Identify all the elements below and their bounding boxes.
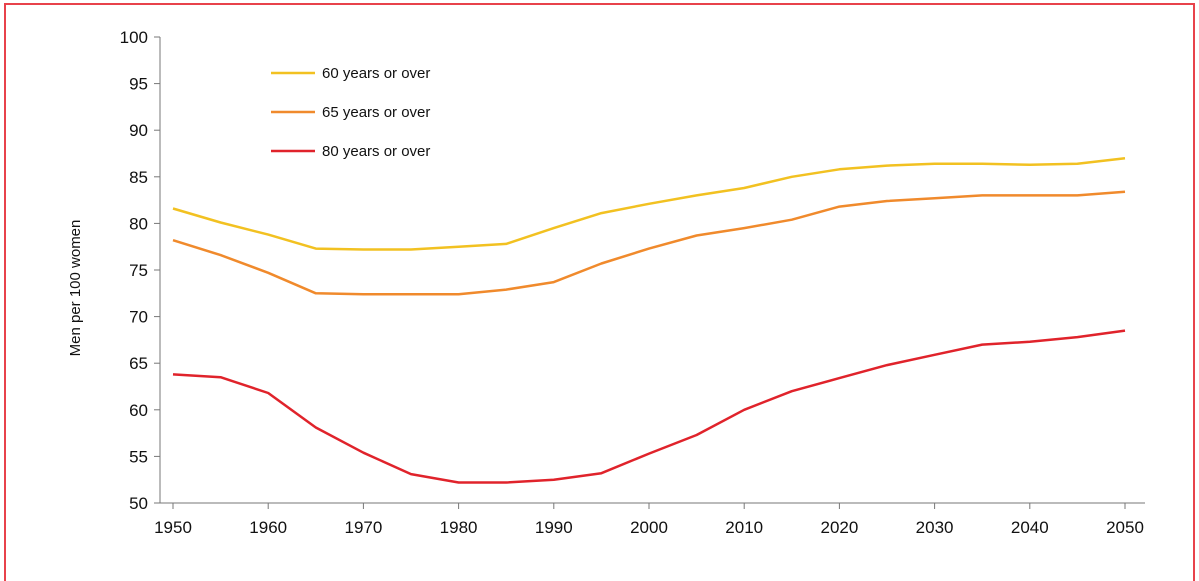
x-tick-label: 2030 [916, 518, 954, 537]
y-tick-group: 50 55 60 65 70 75 80 85 90 95 100 [120, 28, 160, 513]
y-axis-label: Men per 100 women [67, 220, 84, 357]
y-tick-label: 75 [129, 261, 148, 280]
x-tick-label: 1950 [154, 518, 192, 537]
y-tick-label: 95 [129, 75, 148, 94]
x-tick-label: 1990 [535, 518, 573, 537]
x-tick-label: 2020 [820, 518, 858, 537]
x-tick-label: 2010 [725, 518, 763, 537]
y-tick-label: 60 [129, 401, 148, 420]
y-tick-label: 65 [129, 354, 148, 373]
legend-label-2: 65 years or over [322, 104, 430, 121]
x-tick-label: 1970 [344, 518, 382, 537]
y-tick-label: 55 [129, 447, 148, 466]
x-tick-label: 2050 [1106, 518, 1144, 537]
y-tick-label: 80 [129, 214, 148, 233]
x-tick-label: 1960 [249, 518, 287, 537]
series-line-2 [172, 190, 1126, 296]
chart-frame [4, 3, 1195, 581]
legend-label-1: 60 years or over [322, 65, 430, 82]
y-tick-label: 85 [129, 168, 148, 187]
x-tick-label: 1980 [440, 518, 478, 537]
x-tick-group: 1950 1960 1970 1980 1990 2000 2010 2020 2030 2040… [154, 503, 1144, 537]
legend-label-3: 80 years or over [322, 143, 430, 160]
y-tick-label: 50 [129, 494, 148, 513]
legend: 60 years or over 65 years or over 80 years… [271, 65, 430, 160]
series-line-3 [172, 329, 1126, 484]
series-line-1 [172, 156, 1126, 251]
y-tick-label: 100 [120, 28, 148, 47]
x-tick-label: 2040 [1011, 518, 1049, 537]
x-tick-label: 2000 [630, 518, 668, 537]
y-tick-label: 70 [129, 308, 148, 327]
y-tick-label: 90 [129, 121, 148, 140]
series-group [172, 156, 1126, 484]
